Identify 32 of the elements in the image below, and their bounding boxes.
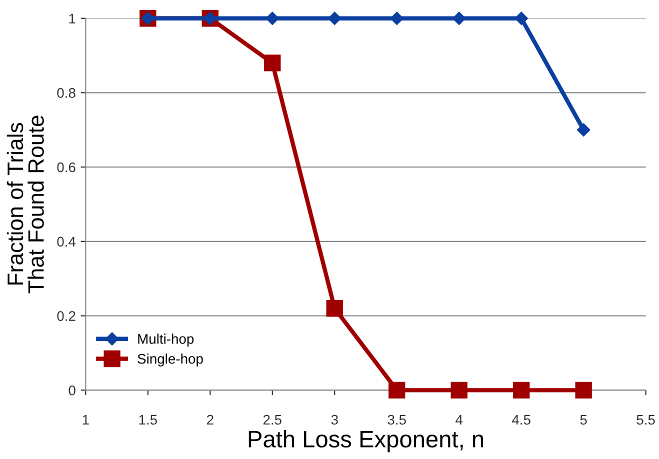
- x-tick-label: 4: [456, 414, 463, 425]
- x-tick-label: 1.5: [139, 414, 157, 425]
- x-tick-label: 2.5: [263, 414, 282, 425]
- y-tick-label: 0.2: [57, 311, 76, 321]
- point: [266, 12, 279, 25]
- y-tick-label: 1: [69, 14, 76, 24]
- legend-label: Single-hop: [138, 354, 203, 366]
- x-tick-label: 3.5: [388, 414, 406, 425]
- point: [514, 12, 528, 25]
- x-tick-label: 4.5: [512, 414, 530, 425]
- point: [388, 382, 406, 398]
- point: [576, 123, 590, 136]
- x-tick-label: 5: [580, 414, 587, 425]
- point: [326, 300, 343, 317]
- point: [513, 382, 530, 398]
- y-tick-label: 0: [68, 385, 76, 396]
- point: [264, 54, 281, 72]
- point: [328, 12, 342, 25]
- x-tick-label: 3: [331, 414, 338, 425]
- x-tick-label: 2: [206, 414, 214, 425]
- y-tick-label: 0.4: [57, 236, 76, 247]
- y-tick-label: 0.8: [57, 88, 76, 98]
- legend-label: Multi-hop: [138, 334, 194, 347]
- y-axis-title: Fraction of Trials That Found Route: [6, 116, 44, 294]
- point: [450, 382, 468, 398]
- point: [575, 382, 592, 398]
- point: [390, 12, 404, 25]
- x-tick-label: 5.5: [636, 414, 655, 425]
- x-axis-title: Path Loss Exponent, n: [248, 430, 484, 452]
- y-tick-label: 0.6: [57, 162, 76, 172]
- point: [452, 12, 466, 25]
- x-tick-label: 1: [82, 414, 89, 425]
